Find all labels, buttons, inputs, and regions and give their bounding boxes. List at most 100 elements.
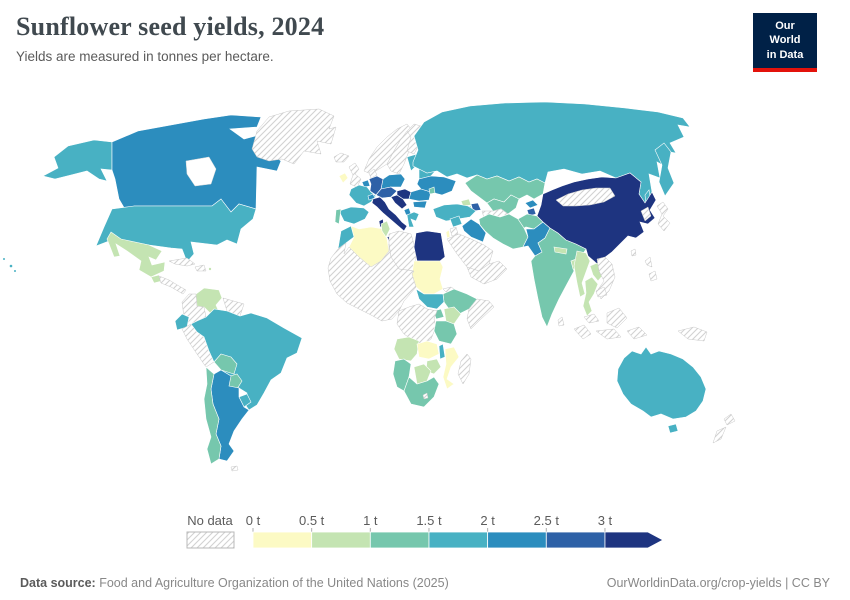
map-legend: No data 0 t 0.5 t 1 t 1.5 t 2 t 2.5 t 3 t <box>186 513 664 549</box>
country-myanmar[interactable] <box>573 250 591 298</box>
country-syria[interactable] <box>449 215 463 228</box>
country-taiwan[interactable] <box>630 248 637 257</box>
country-central-america[interactable] <box>158 275 187 295</box>
country-new-zealand[interactable] <box>712 413 736 444</box>
country-italy[interactable] <box>371 196 408 232</box>
country-ukraine[interactable] <box>416 175 457 196</box>
country-chile[interactable] <box>203 366 222 465</box>
legend-bin-swatch[interactable] <box>311 531 371 549</box>
country-tunisia[interactable] <box>380 220 391 238</box>
country-japan[interactable] <box>656 201 671 232</box>
country-croatia-bosnia[interactable] <box>390 194 408 210</box>
country-falkland-islands[interactable] <box>230 465 239 472</box>
country-malaysia[interactable] <box>583 313 600 324</box>
footer-separator: | <box>785 576 789 590</box>
country-korea[interactable] <box>640 206 652 222</box>
country-tanzania[interactable] <box>433 320 458 345</box>
country-ecuador[interactable] <box>174 313 190 331</box>
country-israel[interactable] <box>445 229 451 239</box>
country-madagascar[interactable] <box>457 353 472 385</box>
country-angola[interactable] <box>393 336 420 362</box>
chart-header: Sunflower seed yields, 2024 Yields are m… <box>16 12 730 64</box>
country-hawaii[interactable] <box>2 257 17 273</box>
country-ireland[interactable] <box>338 172 349 184</box>
legend-tick-label: 0.5 t <box>299 513 325 528</box>
country-brazil[interactable] <box>190 308 303 411</box>
country-united-kingdom[interactable] <box>348 162 362 188</box>
country-thailand[interactable] <box>582 276 599 317</box>
country-greece[interactable] <box>406 211 420 228</box>
country-kenya[interactable] <box>443 306 462 325</box>
country-hispaniola[interactable] <box>194 264 207 272</box>
country-malawi[interactable] <box>438 343 446 360</box>
country-mozambique[interactable] <box>442 346 460 390</box>
country-iraq[interactable] <box>461 218 487 243</box>
legend-tick-label: 0 t <box>246 513 261 528</box>
owid-url-link[interactable]: OurWorldinData.org/crop-yields <box>606 576 782 590</box>
country-mexico[interactable] <box>106 231 166 278</box>
legend-tick-label: 1.5 t <box>416 513 442 528</box>
country-cambodia[interactable] <box>595 286 608 298</box>
country-kamchatka[interactable] <box>654 142 675 197</box>
country-south-sudan[interactable] <box>415 288 445 310</box>
data-source-label: Data source: <box>20 576 96 590</box>
country-sudan[interactable] <box>411 260 444 295</box>
country-russia[interactable] <box>412 101 691 204</box>
country-philippines[interactable] <box>644 256 658 282</box>
country-spain[interactable] <box>338 206 370 225</box>
country-laos[interactable] <box>589 262 605 282</box>
country-poland[interactable] <box>380 173 406 190</box>
page-subtitle: Yields are measured in tonnes per hectar… <box>16 49 274 64</box>
country-somalia[interactable] <box>466 298 495 330</box>
country-cuba[interactable] <box>168 257 196 267</box>
country-tasmania[interactable] <box>667 423 679 434</box>
country-switzerland[interactable] <box>367 193 376 201</box>
data-source: Data source: Food and Agriculture Organi… <box>20 576 449 590</box>
legend-bin-swatch[interactable] <box>252 531 313 549</box>
country-yemen-oman[interactable] <box>466 260 508 285</box>
country-denmark[interactable] <box>368 168 378 179</box>
country-west-africa-sahel[interactable] <box>327 242 417 322</box>
owid-logo-line2: in Data <box>766 48 804 61</box>
country-botswana[interactable] <box>413 363 432 385</box>
country-zambia[interactable] <box>416 340 440 360</box>
country-south-africa[interactable] <box>403 376 440 408</box>
legend-bin-swatch[interactable] <box>545 531 606 549</box>
country-greenland[interactable] <box>251 108 337 165</box>
country-alaska[interactable] <box>42 139 113 182</box>
country-moldova[interactable] <box>428 186 436 195</box>
chart-footer: Data source: Food and Agriculture Organi… <box>0 576 850 590</box>
country-nepal[interactable] <box>553 246 568 255</box>
country-lesotho[interactable] <box>422 392 429 400</box>
country-benelux[interactable] <box>361 179 371 188</box>
data-source-text: Food and Agriculture Organization of the… <box>99 576 449 590</box>
legend-bin-swatch[interactable] <box>604 531 664 549</box>
legend-tick-label: 1 t <box>363 513 378 528</box>
legend-bin-swatch[interactable] <box>369 531 430 549</box>
country-saudi-arabia[interactable] <box>446 233 494 272</box>
country-jordan[interactable] <box>449 226 459 237</box>
legend-bin-swatch[interactable] <box>487 531 547 549</box>
legend-bin-swatch[interactable] <box>428 531 489 549</box>
country-usa[interactable] <box>95 198 257 263</box>
legend-tick-label: 3 t <box>598 513 613 528</box>
no-data-swatch[interactable] <box>186 531 235 549</box>
country-dominica[interactable] <box>208 267 212 271</box>
country-sri-lanka[interactable] <box>557 316 565 327</box>
country-portugal[interactable] <box>334 208 342 225</box>
country-papua-new-guinea[interactable] <box>677 326 708 342</box>
footer-right: OurWorldinData.org/crop-yields | CC BY <box>607 576 830 590</box>
hudson-bay <box>185 156 217 187</box>
country-egypt[interactable] <box>413 230 446 262</box>
country-iceland[interactable] <box>333 152 350 163</box>
owid-logo[interactable]: Our World in Data <box>753 13 817 72</box>
country-turkey[interactable] <box>432 203 477 222</box>
country-mongolia[interactable] <box>555 187 616 207</box>
country-australia[interactable] <box>616 346 707 420</box>
country-indonesia[interactable] <box>573 307 648 340</box>
country-kyrgyzstan[interactable] <box>524 199 539 209</box>
license-link[interactable]: CC BY <box>791 576 830 590</box>
country-bulgaria[interactable] <box>412 200 428 209</box>
